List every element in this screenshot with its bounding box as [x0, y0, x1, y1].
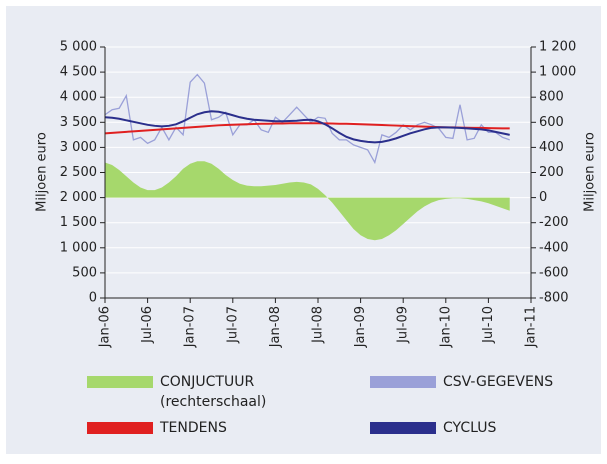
x-tick-label: Jan-09 [353, 306, 368, 348]
legend-swatch [87, 422, 153, 434]
line [104, 73, 510, 165]
y2-tick-label: 0 [539, 190, 547, 205]
y2-tick-label: -400 [539, 240, 569, 255]
legend-note: (rechterschaal) [160, 394, 266, 410]
y-tick-label: 1 000 [60, 240, 97, 255]
y-tick-label: 5 000 [60, 40, 97, 55]
y-tick-label: 2 000 [60, 190, 97, 205]
legend-swatch [370, 376, 436, 388]
y-tick-label: 4 500 [60, 65, 97, 80]
x-tick-label: Jan-10 [438, 306, 453, 348]
area [105, 161, 510, 241]
y-tick-label: 2 500 [60, 165, 97, 180]
legend-label: CYCLUS [443, 420, 496, 436]
legend-label: TENDENS [159, 420, 227, 436]
x-tick-label: Jul-07 [225, 306, 240, 344]
legend-swatch [87, 376, 153, 388]
y2-tick-label: -600 [539, 265, 569, 280]
x-tick-label: Jan-07 [183, 306, 198, 348]
y2-tick-label: 200 [539, 165, 564, 180]
x-tick-label: Jul-06 [140, 306, 155, 344]
legend-label: CONJUCTUUR [160, 374, 254, 390]
y-tick-label: 1 500 [60, 215, 97, 230]
y2-tick-label: -800 [539, 291, 569, 306]
y-tick-label: 500 [72, 265, 97, 280]
y-tick-label: 3 000 [60, 140, 97, 155]
legend-swatch [370, 422, 436, 434]
y2-tick-label: 600 [539, 115, 564, 130]
y2-tick-label: 800 [539, 90, 564, 105]
legend-label: CSV-GEGEVENS [443, 374, 553, 390]
y-axis-label: Miljoen euro [35, 132, 50, 212]
x-tick-label: Jan-08 [268, 306, 283, 348]
y-tick-label: 0 [89, 291, 97, 306]
y-tick-label: 3 500 [60, 115, 97, 130]
y2-tick-label: 400 [539, 140, 564, 155]
x-tick-label: Jul-08 [311, 306, 326, 344]
x-tick-label: Jul-09 [396, 306, 411, 344]
y-tick-label: 4 000 [60, 90, 97, 105]
line [104, 110, 510, 144]
y2-tick-label: -200 [539, 215, 569, 230]
y2-tick-label: 1 200 [539, 40, 576, 55]
x-tick-label: Jul-10 [481, 306, 496, 344]
x-tick-label: Jan-11 [524, 306, 539, 348]
y2-tick-label: 1 000 [539, 65, 576, 80]
y2-axis-label: Miljoen euro [583, 132, 598, 212]
x-tick-label: Jan-06 [98, 306, 113, 348]
